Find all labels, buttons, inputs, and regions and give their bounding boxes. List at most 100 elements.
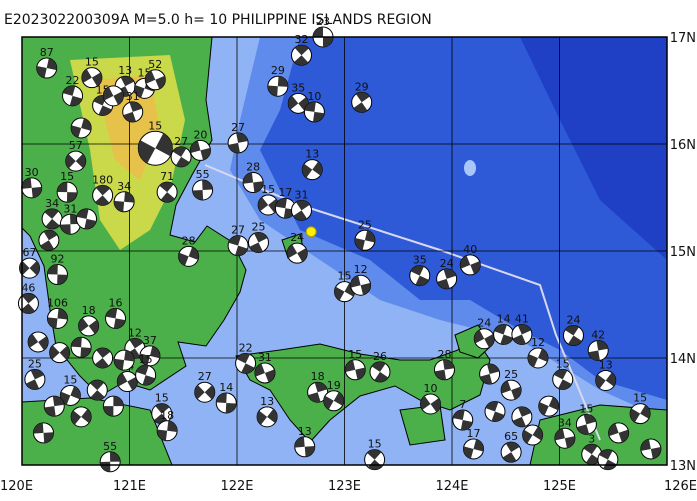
event: 13 (294, 425, 316, 458)
depth-label: 15 (338, 270, 352, 283)
depth-label: 15 (139, 353, 153, 366)
compression-quadrant (57, 182, 78, 203)
event (27, 331, 49, 353)
depth-label: 18 (160, 409, 174, 422)
depth-label: 41 (515, 312, 529, 325)
compression-quadrant (105, 308, 126, 329)
event: 55 (192, 168, 214, 201)
event: 24 (562, 314, 584, 347)
depth-label: 30 (25, 166, 39, 179)
compression-quadrant (228, 235, 248, 256)
depth-label: 18 (82, 304, 96, 317)
event (608, 422, 630, 444)
event (640, 438, 662, 460)
event: 15 (81, 56, 103, 89)
event: 27 (227, 121, 249, 154)
event: 57 (65, 139, 87, 172)
y-tick-label: 14N (670, 352, 696, 367)
depth-label: 19 (327, 379, 341, 392)
x-tick-label: 126E (664, 479, 697, 494)
depth-label: 32 (295, 33, 309, 46)
compression-quadrant (190, 140, 211, 161)
event: 31 (291, 188, 312, 221)
y-tick-label: 15N (670, 245, 696, 260)
compression-quadrant (258, 197, 279, 213)
depth-label: 34 (117, 180, 131, 193)
depth-label: 25 (28, 357, 42, 370)
event: 29 (351, 80, 373, 113)
compression-quadrant (157, 420, 178, 441)
compression-quadrant (350, 275, 371, 295)
compression-quadrant (28, 333, 49, 351)
depth-label: 15 (63, 373, 77, 386)
compression-quadrant (154, 403, 170, 424)
depth-label: 31 (63, 202, 77, 215)
compression-quadrant (294, 45, 309, 66)
event: 13 (595, 358, 617, 391)
compression-quadrant (371, 361, 389, 382)
compression-quadrant (630, 405, 651, 423)
depth-label: 28 (182, 234, 196, 247)
compression-quadrant (494, 324, 514, 345)
depth-label: 71 (160, 170, 174, 183)
compression-quadrant (512, 324, 532, 345)
y-tick-label: 17N (670, 31, 696, 46)
event: 25 (248, 220, 269, 253)
depth-label: 15 (633, 392, 647, 405)
depth-label: 25 (504, 368, 518, 381)
event: 17 (463, 427, 484, 460)
event (113, 349, 135, 371)
compression-quadrant (437, 268, 457, 289)
compression-quadrant (420, 395, 441, 413)
depth-label: 52 (148, 58, 162, 71)
event: 52 (144, 58, 166, 91)
compression-quadrant (353, 92, 370, 113)
depth-label: 24 (290, 231, 304, 244)
event (70, 117, 92, 139)
compression-quadrant (501, 380, 522, 400)
compression-quadrant (595, 372, 616, 389)
compression-quadrant (460, 255, 481, 275)
depth-label: 37 (143, 334, 157, 347)
depth-label: 28 (246, 161, 260, 174)
depth-label: 65 (504, 430, 518, 443)
compression-quadrant (485, 401, 505, 422)
event: 3 (581, 432, 603, 465)
compression-quadrant (136, 365, 156, 386)
event: 34 (554, 416, 576, 449)
compression-quadrant (304, 101, 325, 122)
compression-quadrant (294, 436, 315, 457)
event (92, 347, 114, 369)
depth-label: 46 (21, 281, 35, 294)
event: 31 (122, 90, 144, 123)
event (70, 336, 92, 358)
event: 31 (59, 202, 81, 235)
depth-label: 42 (591, 329, 605, 342)
compression-quadrant (145, 70, 166, 90)
y-tick-label: 16N (670, 138, 696, 153)
x-tick-label: 120E (0, 479, 33, 494)
compression-quadrant (434, 359, 455, 380)
event: 18 (156, 409, 178, 442)
compression-quadrant (216, 392, 237, 413)
depth-label: 17 (278, 186, 292, 199)
compression-quadrant (287, 244, 308, 262)
event (86, 379, 108, 401)
depth-label: 17 (467, 427, 481, 440)
seamount (464, 160, 476, 176)
depth-label: 31 (295, 188, 309, 201)
event: 10 (303, 90, 325, 123)
compression-quadrant (178, 247, 199, 266)
event (479, 363, 501, 385)
depth-label: 15 (368, 438, 382, 451)
depth-label: 27 (231, 121, 245, 134)
event: 25 (24, 357, 46, 390)
depth-label: 15 (579, 402, 593, 415)
x-tick-label: 123E (328, 479, 361, 494)
depth-label: 27 (198, 370, 212, 383)
depth-label: 31 (258, 351, 272, 364)
event: 28 (433, 348, 455, 381)
depth-label: 55 (196, 168, 210, 181)
event: 35 (409, 254, 431, 287)
depth-label: 29 (271, 64, 285, 77)
